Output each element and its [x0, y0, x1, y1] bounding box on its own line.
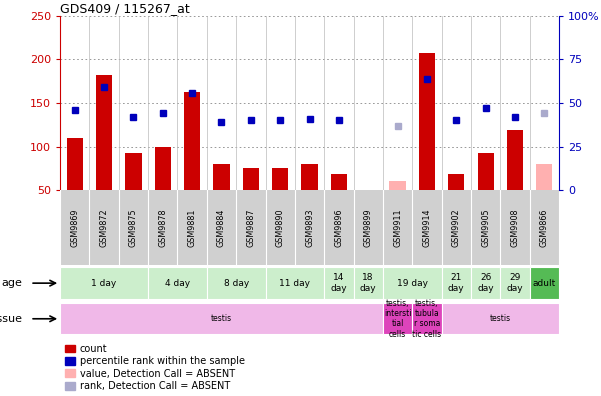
Text: GSM9878: GSM9878: [158, 208, 167, 247]
Text: GSM9881: GSM9881: [188, 209, 197, 247]
Bar: [471, 267, 500, 299]
Text: tissue: tissue: [0, 314, 23, 324]
Bar: [67, 138, 83, 190]
Text: 26
day: 26 day: [477, 274, 494, 293]
Text: GSM9902: GSM9902: [452, 208, 461, 247]
Bar: [266, 267, 324, 299]
Text: 29
day: 29 day: [507, 274, 523, 293]
Bar: [331, 174, 347, 190]
Text: testis,
intersti
tial
cells: testis, intersti tial cells: [384, 299, 411, 339]
Text: GSM9899: GSM9899: [364, 208, 373, 247]
Text: age: age: [2, 278, 23, 288]
Bar: [60, 267, 148, 299]
Bar: [536, 164, 552, 190]
Bar: [207, 267, 266, 299]
Bar: [96, 75, 112, 190]
Text: GSM9905: GSM9905: [481, 208, 490, 247]
Text: GSM9884: GSM9884: [217, 209, 226, 247]
Text: 21
day: 21 day: [448, 274, 465, 293]
Text: 8 day: 8 day: [224, 279, 249, 287]
Text: GSM9875: GSM9875: [129, 208, 138, 247]
Bar: [148, 267, 207, 299]
Text: GDS409 / 115267_at: GDS409 / 115267_at: [59, 2, 189, 15]
Text: 18
day: 18 day: [360, 274, 376, 293]
Legend: count, percentile rank within the sample, value, Detection Call = ABSENT, rank, : count, percentile rank within the sample…: [65, 344, 245, 391]
Bar: [272, 168, 288, 190]
Bar: [442, 267, 471, 299]
Text: testis: testis: [490, 314, 511, 323]
Bar: [412, 303, 442, 335]
Bar: [213, 164, 230, 190]
Text: GSM9890: GSM9890: [276, 208, 285, 247]
Bar: [353, 267, 383, 299]
Bar: [324, 267, 353, 299]
Text: GSM9896: GSM9896: [334, 208, 343, 247]
Text: 4 day: 4 day: [165, 279, 190, 287]
Bar: [507, 130, 523, 190]
Text: GSM9866: GSM9866: [540, 209, 549, 247]
Text: 19 day: 19 day: [397, 279, 428, 287]
Text: GSM9872: GSM9872: [100, 208, 109, 247]
Text: GSM9869: GSM9869: [70, 208, 79, 247]
Bar: [126, 152, 141, 190]
Text: GSM9911: GSM9911: [393, 208, 402, 247]
Bar: [184, 91, 200, 190]
Bar: [154, 147, 171, 190]
Bar: [60, 303, 383, 335]
Text: 11 day: 11 day: [279, 279, 310, 287]
Text: 14
day: 14 day: [331, 274, 347, 293]
Text: GSM9893: GSM9893: [305, 208, 314, 247]
Bar: [389, 181, 406, 190]
Text: testis,
tubula
r soma
tic cells: testis, tubula r soma tic cells: [412, 299, 442, 339]
Bar: [383, 303, 412, 335]
Bar: [448, 174, 465, 190]
Bar: [419, 53, 435, 190]
Text: GSM9908: GSM9908: [510, 208, 519, 247]
Text: GSM9914: GSM9914: [423, 208, 432, 247]
Text: GSM9887: GSM9887: [246, 208, 255, 247]
Bar: [478, 154, 493, 190]
Bar: [243, 168, 259, 190]
Bar: [442, 303, 559, 335]
Bar: [302, 164, 317, 190]
Bar: [500, 267, 529, 299]
Bar: [383, 267, 442, 299]
Bar: [529, 267, 559, 299]
Text: adult: adult: [532, 279, 556, 287]
Text: 1 day: 1 day: [91, 279, 117, 287]
Text: testis: testis: [211, 314, 232, 323]
